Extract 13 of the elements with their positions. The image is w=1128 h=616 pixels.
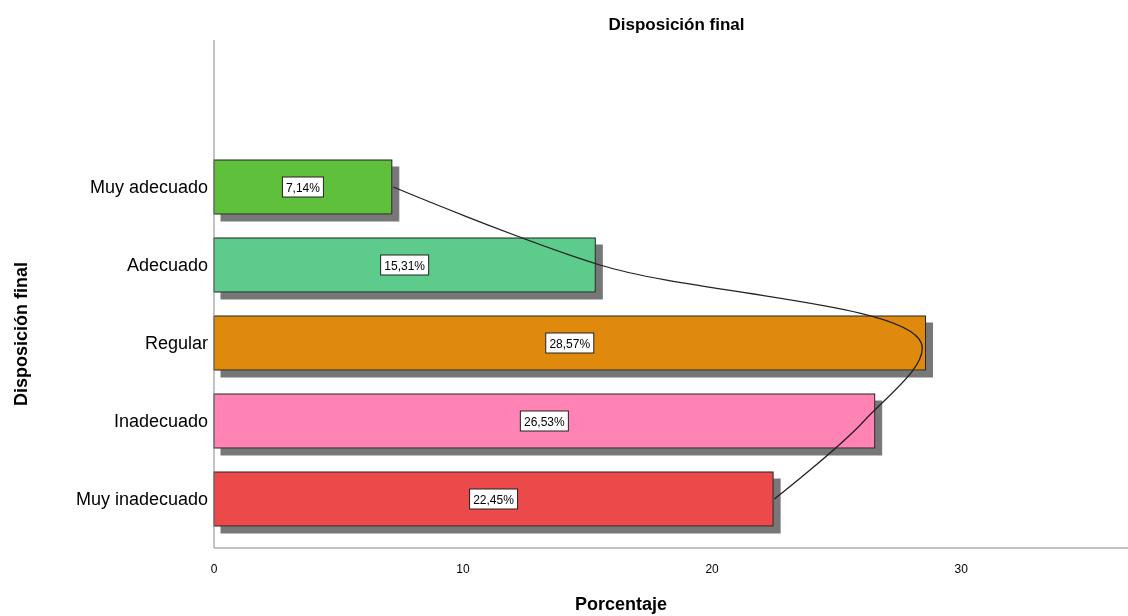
y-tick-label: Inadecuado (113, 411, 208, 431)
x-tick-label: 20 (705, 562, 720, 576)
data-label: 26,53% (524, 414, 566, 429)
y-tick-label: Adecuado (126, 255, 208, 275)
x-tick-label: 0 (210, 562, 218, 576)
y-tick-label: Muy adecuado (89, 177, 208, 197)
x-axis-title: Porcentaje (574, 594, 668, 614)
y-tick-label: Regular (144, 333, 208, 353)
y-axis-title: Disposición final (11, 261, 31, 407)
x-tick-label: 30 (954, 562, 969, 576)
x-tick-label: 10 (456, 562, 471, 576)
y-tick-label: Muy inadecuado (75, 489, 208, 509)
chart-title: Disposición final (608, 15, 745, 34)
